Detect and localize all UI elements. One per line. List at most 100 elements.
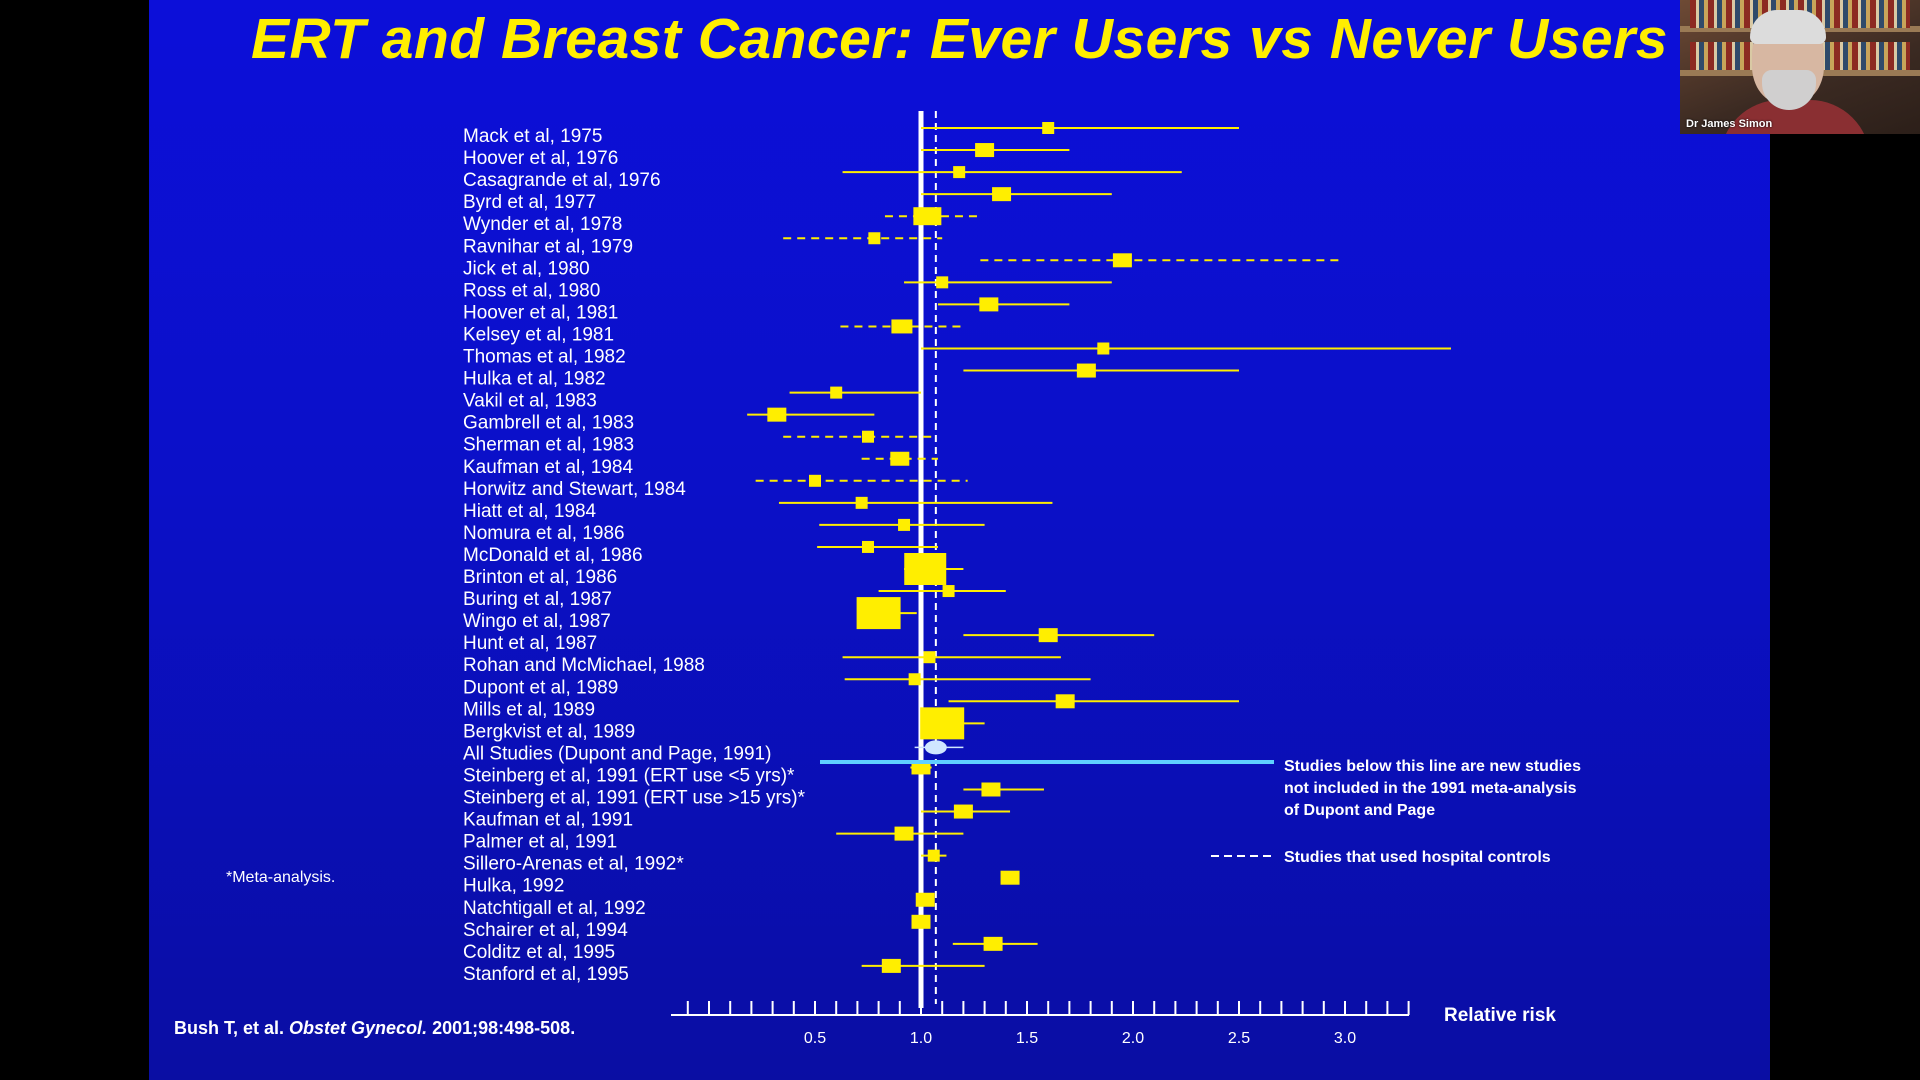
study-label: Vakil et al, 1983 (463, 391, 597, 412)
point-estimate-marker (862, 430, 874, 443)
legend-divider-text: not included in the 1991 meta-analysis (1284, 780, 1577, 797)
point-estimate-marker (979, 297, 999, 312)
study-label: Wynder et al, 1978 (463, 214, 622, 235)
study-label: Hoover et al, 1976 (463, 148, 618, 169)
study-label: Jick et al, 1980 (463, 258, 590, 279)
study-label: Schairer et al, 1994 (463, 920, 628, 941)
point-estimate-marker (809, 474, 821, 487)
study-label: Dupont et al, 1989 (463, 677, 618, 698)
webcam-video: Dr James Simon (1680, 0, 1920, 134)
point-estimate-marker (898, 518, 911, 531)
point-estimate-marker (1076, 363, 1096, 378)
point-estimate-marker (1097, 342, 1110, 355)
point-estimate-marker (981, 782, 1001, 797)
pooled-estimate-diamond (924, 740, 947, 755)
point-estimate-marker (881, 958, 901, 973)
study-label: Natchtigall et al, 1992 (463, 898, 646, 919)
point-estimate-marker (830, 386, 843, 399)
study-label: Rohan and McMichael, 1988 (463, 655, 705, 676)
axis-title: Relative risk (1444, 1005, 1556, 1026)
citation-details: 2001;98:498-508. (427, 1018, 575, 1038)
point-estimate-marker (855, 496, 868, 509)
axis-tick-label: 3.0 (1334, 1030, 1356, 1047)
study-label: Buring et al, 1987 (463, 589, 612, 610)
study-label: Hiatt et al, 1984 (463, 501, 597, 522)
point-estimate-marker (1000, 870, 1020, 885)
study-label: Stanford et al, 1995 (463, 964, 629, 985)
slide: ERT and Breast Cancer: Ever Users vs Nev… (149, 0, 1770, 1080)
study-label: Horwitz and Stewart, 1984 (463, 479, 686, 500)
point-estimate-marker (913, 207, 942, 226)
point-estimate-marker (908, 673, 921, 686)
point-estimate-marker (927, 849, 940, 862)
point-estimate-marker (915, 892, 935, 907)
study-label: Hulka, 1992 (463, 876, 564, 897)
footnote: *Meta-analysis. (226, 869, 335, 886)
point-estimate-marker (894, 826, 914, 841)
x-axis: 0.5 1.0 1.5 2.0 2.5 3.0 Relative risk (671, 1001, 1556, 1047)
study-label: Hulka et al, 1982 (463, 369, 606, 390)
point-estimate-marker (862, 540, 874, 553)
study-label: Steinberg et al, 1991 (ERT use <5 yrs)* (463, 765, 795, 786)
point-estimate-marker (942, 585, 955, 598)
study-label: Casagrande et al, 1976 (463, 170, 661, 191)
point-estimate-marker (923, 651, 936, 664)
study-label: McDonald et al, 1986 (463, 545, 643, 566)
point-estimate-marker (920, 707, 965, 740)
point-estimate-marker (891, 319, 913, 334)
point-estimate-marker (890, 451, 910, 466)
study-label: Gambrell et al, 1983 (463, 413, 634, 434)
citation: Bush T, et al. Obstet Gynecol. 2001;98:4… (174, 1018, 575, 1038)
citation-authors: Bush T, et al. (174, 1018, 289, 1038)
study-label: All Studies (Dupont and Page, 1991) (463, 743, 771, 764)
point-estimate-marker (868, 232, 881, 245)
point-estimate-marker (975, 143, 995, 158)
study-label: Sherman et al, 1983 (463, 435, 634, 456)
axis-tick-label: 0.5 (804, 1030, 826, 1047)
study-label: Kaufman et al, 1991 (463, 810, 633, 831)
study-label: Sillero-Arenas et al, 1992* (463, 854, 684, 875)
point-estimate-marker (936, 276, 949, 289)
point-estimate-marker (856, 597, 901, 630)
study-label: Kelsey et al, 1981 (463, 324, 614, 345)
study-label: Mills et al, 1989 (463, 699, 595, 720)
presenter-hair (1750, 10, 1826, 44)
study-label: Byrd et al, 1977 (463, 192, 596, 213)
point-estimate-marker (1038, 628, 1058, 643)
legend-divider-text: Studies below this line are new studies (1284, 758, 1581, 775)
point-estimate-marker (767, 407, 787, 422)
study-label: Wingo et al, 1987 (463, 611, 611, 632)
study-label: Ravnihar et al, 1979 (463, 236, 633, 257)
study-label: Steinberg et al, 1991 (ERT use >15 yrs)* (463, 788, 806, 809)
study-label: Palmer et al, 1991 (463, 832, 617, 853)
legend: Studies below this line are new studies n… (820, 758, 1581, 866)
point-estimate-marker (953, 166, 966, 179)
study-label: Kaufman et al, 1984 (463, 457, 633, 478)
point-estimate-marker (911, 914, 931, 929)
study-label: Thomas et al, 1982 (463, 347, 626, 368)
axis-tick-label: 1.0 (910, 1030, 932, 1047)
study-label: Mack et al, 1975 (463, 126, 602, 147)
study-label: Ross et al, 1980 (463, 280, 600, 301)
point-estimate-marker (1042, 122, 1055, 134)
point-estimate-marker (1112, 253, 1132, 268)
study-label: Brinton et al, 1986 (463, 567, 617, 588)
legend-dashed-text: Studies that used hospital controls (1284, 849, 1551, 866)
study-label: Nomura et al, 1986 (463, 523, 625, 544)
slide-title: ERT and Breast Cancer: Ever Users vs Nev… (250, 7, 1669, 71)
study-label: Bergkvist et al, 1989 (463, 721, 635, 742)
axis-tick-label: 1.5 (1016, 1030, 1038, 1047)
citation-journal: Obstet Gynecol. (289, 1018, 427, 1038)
point-estimate-marker (1055, 694, 1075, 709)
axis-tick-label: 2.0 (1122, 1030, 1144, 1047)
point-estimate-marker (904, 553, 947, 585)
study-label: Hoover et al, 1981 (463, 302, 618, 323)
study-label: Colditz et al, 1995 (463, 942, 615, 963)
study-label: Hunt et al, 1987 (463, 633, 597, 654)
point-estimate-marker (992, 187, 1012, 202)
point-estimate-marker (983, 936, 1003, 951)
axis-tick-label: 2.5 (1228, 1030, 1250, 1047)
point-estimate-marker (953, 804, 973, 819)
